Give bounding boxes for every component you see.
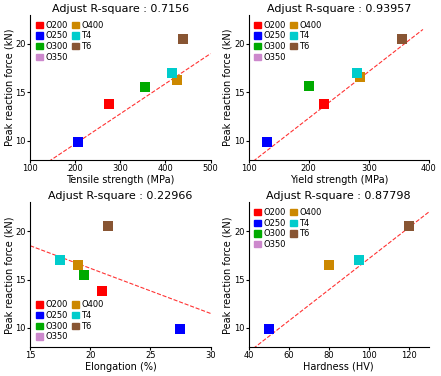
- Point: [99, 288, 106, 294]
- Point: [398, 36, 405, 42]
- Point: [263, 139, 270, 145]
- Point: [325, 262, 333, 268]
- Point: [177, 326, 184, 332]
- Y-axis label: Peak reaction force (kN): Peak reaction force (kN): [223, 29, 232, 146]
- Point: [355, 257, 363, 263]
- Point: [356, 74, 363, 80]
- X-axis label: Elongation (%): Elongation (%): [85, 362, 156, 372]
- Legend: O200, O250, O300, O350, O400, T4, T6: O200, O250, O300, O350, O400, T4, T6: [34, 19, 105, 64]
- Point: [305, 83, 312, 89]
- Legend: O200, O250, O300, O350, O400, T4, T6: O200, O250, O300, O350, O400, T4, T6: [253, 206, 324, 251]
- Point: [180, 36, 187, 42]
- Point: [320, 101, 327, 107]
- Point: [142, 85, 149, 91]
- Point: [169, 70, 176, 76]
- Title: Adjust R-square : 0.87798: Adjust R-square : 0.87798: [266, 191, 411, 202]
- Title: Adjust R-square : 0.93957: Adjust R-square : 0.93957: [267, 4, 411, 14]
- Title: Adjust R-square : 0.7156: Adjust R-square : 0.7156: [52, 4, 189, 14]
- Point: [74, 139, 81, 145]
- Point: [105, 101, 112, 107]
- Point: [405, 223, 412, 229]
- Y-axis label: Peak reaction force (kN): Peak reaction force (kN): [4, 216, 14, 334]
- Title: Adjust R-square : 0.22966: Adjust R-square : 0.22966: [48, 191, 193, 202]
- Y-axis label: Peak reaction force (kN): Peak reaction force (kN): [4, 29, 14, 146]
- Point: [353, 70, 360, 76]
- Point: [75, 262, 82, 268]
- Legend: O200, O250, O300, O350, O400, T4, T6: O200, O250, O300, O350, O400, T4, T6: [253, 19, 324, 64]
- Y-axis label: Peak reaction force (kN): Peak reaction force (kN): [223, 216, 232, 334]
- X-axis label: Tensile strength (MPa): Tensile strength (MPa): [66, 174, 175, 185]
- Point: [173, 77, 180, 83]
- X-axis label: Hardness (HV): Hardness (HV): [303, 362, 374, 372]
- Point: [81, 272, 88, 278]
- X-axis label: Yield strength (MPa): Yield strength (MPa): [290, 174, 388, 185]
- Legend: O200, O250, O300, O350, O400, T4, T6: O200, O250, O300, O350, O400, T4, T6: [34, 299, 105, 343]
- Point: [105, 223, 112, 229]
- Point: [265, 326, 272, 332]
- Point: [57, 257, 64, 263]
